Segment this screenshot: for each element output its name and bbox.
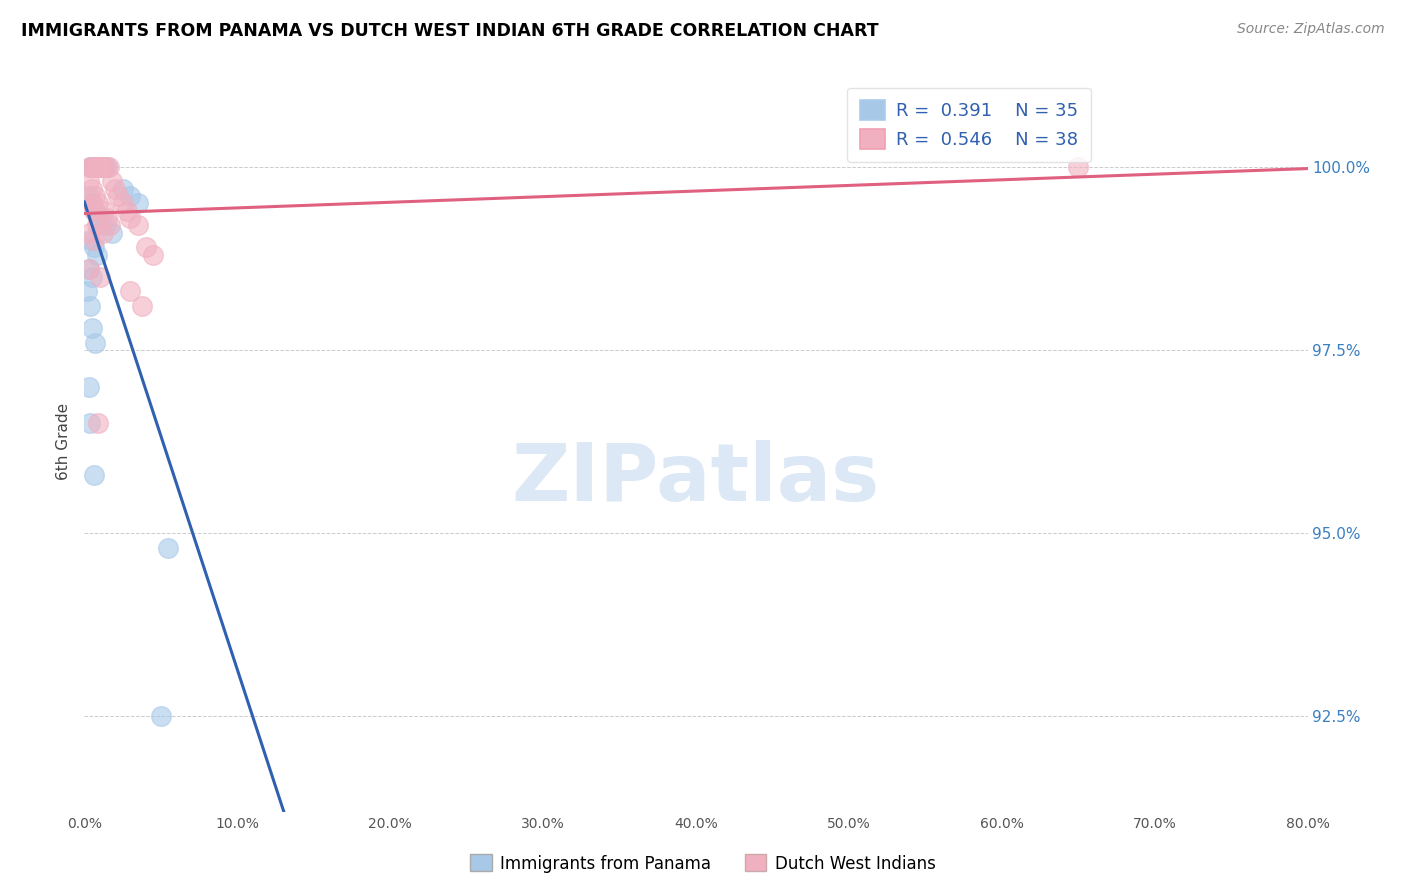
Point [83,233,105,247]
Point [90,211,112,225]
Y-axis label: 6th Grade: 6th Grade [56,403,72,480]
Point [115,203,138,218]
Point [86,160,108,174]
Point [89,160,111,174]
Point [131,299,153,313]
Point [77,262,100,277]
Point [83,467,105,482]
Point [90,160,112,174]
Point [135,240,157,254]
Point [120,285,142,299]
Point [83,203,105,218]
Point [79,233,101,247]
Point [79,160,101,174]
Point [86,247,108,261]
Point [127,219,149,233]
Point [93,160,115,174]
Point [157,541,180,555]
Point [120,189,142,203]
Point [79,160,101,174]
Point [77,189,100,203]
Point [89,160,111,174]
Point [98,219,121,233]
Point [77,379,100,393]
Point [91,226,114,240]
Point [86,160,108,174]
Point [101,174,124,188]
Point [90,160,112,174]
Point [79,299,101,313]
Point [87,160,110,174]
Point [84,203,107,218]
Point [77,262,100,277]
Point [80,321,103,335]
Point [80,269,103,284]
Point [101,226,124,240]
Point [87,211,110,225]
Point [84,160,107,174]
Point [76,285,98,299]
Point [84,189,107,203]
Point [127,196,149,211]
Point [93,203,115,218]
Point [111,196,134,211]
Point [84,335,107,350]
Point [91,160,114,174]
Point [80,181,103,195]
Point [79,226,101,240]
Point [94,160,117,174]
Point [94,219,117,233]
Point [84,160,107,174]
Point [80,160,103,174]
Text: ZIPatlas: ZIPatlas [512,440,880,517]
Point [87,160,110,174]
Point [80,160,103,174]
Point [142,247,165,261]
Point [96,211,118,225]
Point [91,160,114,174]
Text: Source: ZipAtlas.com: Source: ZipAtlas.com [1237,22,1385,37]
Point [96,160,118,174]
Point [107,189,129,203]
Point [83,160,105,174]
Point [87,196,110,211]
Point [77,174,100,188]
Point [87,416,110,430]
Text: IMMIGRANTS FROM PANAMA VS DUTCH WEST INDIAN 6TH GRADE CORRELATION CHART: IMMIGRANTS FROM PANAMA VS DUTCH WEST IND… [21,22,879,40]
Point [83,160,105,174]
Legend: R =  0.391    N = 35, R =  0.546    N = 38: R = 0.391 N = 35, R = 0.546 N = 38 [846,87,1091,161]
Point [89,269,111,284]
Point [104,181,127,195]
Point [86,219,108,233]
Point [120,211,142,225]
Legend: Immigrants from Panama, Dutch West Indians: Immigrants from Panama, Dutch West India… [464,847,942,880]
Point [97,160,120,174]
Point [111,181,134,195]
Point [83,240,105,254]
Point [80,196,103,211]
Point [79,416,101,430]
Point [1067,160,1090,174]
Point [149,709,172,723]
Point [80,196,103,211]
